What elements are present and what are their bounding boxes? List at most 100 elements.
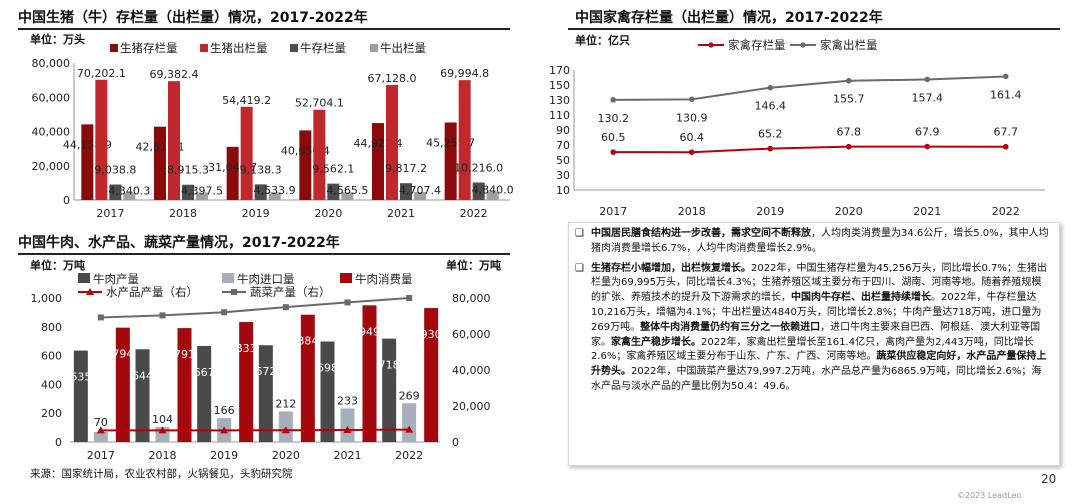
y-tick-label: 150	[549, 79, 570, 92]
y-tick-label: 0	[63, 194, 70, 207]
bar-1	[402, 403, 417, 442]
data-label: 104	[152, 413, 173, 426]
data-point	[767, 84, 774, 91]
y-tick-label-right: 60,000	[452, 328, 491, 341]
bold-text: 中国居民膳食结构进一步改善，需求空间不断释放	[591, 228, 811, 239]
data-label: 157.4	[912, 91, 944, 104]
x-tick-label: 2018	[149, 449, 177, 462]
data-label: 155.7	[833, 93, 865, 106]
y-tick-label: 130	[549, 94, 570, 107]
legend-swatch-1	[200, 44, 208, 52]
data-point	[405, 425, 414, 433]
pig-cattle-chart: 生猪存栏量 生猪出栏量 牛存栏量 牛出栏量 0 20,000 40,000 60,000 80,…	[32, 41, 514, 220]
bar-2	[239, 322, 254, 442]
bar-1	[458, 80, 471, 200]
x-tick-label: 2020	[835, 205, 863, 218]
data-label: 52,704.1	[295, 97, 344, 110]
data-label: 67.9	[915, 126, 940, 139]
data-point	[767, 145, 774, 152]
legend-label-3: 水产品产量（右）	[106, 285, 198, 299]
y-tick-label-left: 0	[55, 436, 62, 449]
data-label: 9,817.2	[385, 162, 427, 175]
bar-2	[109, 184, 122, 200]
data-label: 794	[112, 348, 133, 361]
legend-label-3: 牛出栏量	[380, 41, 426, 55]
bar-2	[177, 328, 192, 442]
legend-label-4: 蔬菜产量（右）	[250, 285, 331, 299]
data-label: 930	[421, 328, 442, 341]
data-point	[343, 425, 352, 433]
body-text: ，人均肉类消费量为34.6公斤，增长5.0%，其中人均猪肉消费量增长6.7%，人…	[591, 228, 1049, 254]
data-label: 130.9	[676, 111, 708, 124]
data-label: 9,562.1	[312, 163, 354, 176]
data-label: 67,128.0	[368, 72, 417, 85]
bar-2	[327, 183, 340, 200]
bar-3	[414, 191, 426, 200]
data-label: 667	[194, 366, 215, 379]
data-label: 10,216.0	[454, 162, 503, 175]
title-underline	[18, 253, 510, 255]
y-tick-label-left: 200	[41, 407, 62, 420]
data-label: 4,565.5	[326, 184, 368, 197]
bar-1	[93, 431, 108, 442]
series-line-1	[613, 75, 1006, 101]
bar-0	[320, 341, 335, 442]
data-label: 67.8	[837, 126, 862, 139]
bar-0	[444, 122, 457, 200]
bar-2	[300, 314, 315, 442]
data-label: 233	[337, 394, 358, 407]
series-line-3	[100, 428, 410, 432]
bar-2	[362, 305, 377, 442]
legend-label-2: 牛存栏量	[300, 41, 346, 55]
bar-0	[154, 126, 166, 200]
x-tick-label: 2021	[913, 205, 941, 218]
bar-2	[400, 183, 412, 200]
legend-swatch-2	[340, 273, 352, 283]
y-tick-label: 170	[549, 64, 570, 77]
y-tick-label-right: 20,000	[452, 400, 491, 413]
y-tick-label: 30	[556, 169, 570, 182]
data-label: 69,382.4	[150, 68, 199, 81]
bar-3	[341, 192, 354, 200]
data-label: 718	[379, 359, 400, 372]
data-label: 69,994.8	[440, 67, 489, 80]
legend-label-0: 牛肉产量	[93, 272, 139, 286]
analysis-text-box: ❑ 中国居民膳食结构进一步改善，需求空间不断释放，人均肉类消费量为34.6公斤，增…	[568, 222, 1060, 466]
legend-marker-1	[800, 42, 806, 48]
data-label: 65.2	[758, 128, 783, 141]
beef-unit-left: 单位：万吨	[30, 259, 85, 272]
data-point	[221, 309, 228, 316]
bar-1	[313, 109, 326, 200]
y-tick-label: 110	[549, 109, 570, 122]
data-label: 635	[70, 371, 91, 384]
data-label: 8,915.3	[167, 164, 209, 177]
bullet-paragraph: ❑ 生猪存栏小幅增加，出栏恢复增长。2022年，中国生猪存栏量为45,256万头，…	[575, 262, 1051, 395]
bar-1	[240, 106, 253, 200]
data-point	[610, 97, 617, 103]
data-point	[1002, 73, 1009, 80]
x-tick-label: 2018	[678, 205, 706, 218]
bar-1	[386, 85, 398, 200]
y-tick-label: 20,000	[32, 160, 71, 173]
data-label: 54,419.2	[222, 94, 271, 107]
page-number: 20	[1041, 472, 1057, 486]
data-point	[1002, 143, 1009, 150]
data-point	[610, 149, 617, 155]
data-point	[924, 143, 931, 150]
data-point	[845, 77, 852, 84]
bar-3	[486, 191, 499, 200]
body-text: 2022年，中国蔬菜产量达79,997.2万吨，水产品总产量为6865.9万吨，…	[591, 366, 1042, 392]
poultry-chart-title: 中国家禽存栏量（出栏量）情况，2017-2022年	[575, 10, 883, 26]
bar-0	[226, 146, 239, 200]
data-label: 4,340.3	[108, 185, 150, 198]
data-point	[158, 426, 167, 434]
data-label: 161.4	[990, 88, 1022, 101]
y-tick-label: 40,000	[32, 126, 71, 139]
legend-label-1: 生猪出栏量	[210, 41, 268, 55]
bar-0	[197, 345, 212, 442]
y-tick-label: 10	[556, 184, 570, 197]
legend-marker-4	[231, 289, 237, 295]
data-label: 60.5	[601, 131, 626, 144]
legend-swatch-2	[290, 44, 298, 52]
